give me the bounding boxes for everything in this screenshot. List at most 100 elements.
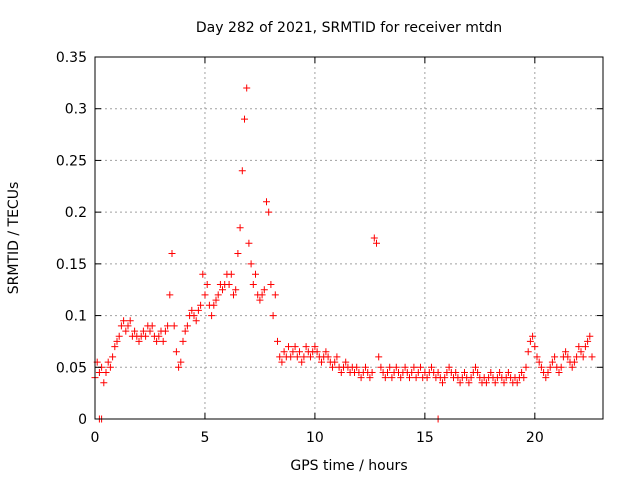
data-point bbox=[500, 379, 508, 387]
data-point bbox=[370, 234, 378, 242]
data-point bbox=[230, 291, 237, 299]
x-tick-label: 15 bbox=[416, 430, 434, 446]
data-point bbox=[175, 363, 183, 371]
data-point bbox=[406, 374, 413, 382]
data-point bbox=[102, 369, 110, 376]
data-point bbox=[588, 353, 596, 361]
data-point bbox=[410, 363, 418, 371]
data-point bbox=[111, 343, 119, 351]
data-point bbox=[139, 327, 147, 335]
data-point bbox=[201, 291, 209, 299]
data-point bbox=[166, 291, 174, 299]
data-point bbox=[247, 260, 255, 268]
data-point bbox=[397, 374, 405, 382]
data-point bbox=[456, 379, 464, 387]
data-point bbox=[581, 343, 589, 351]
data-point bbox=[278, 358, 286, 366]
data-point bbox=[573, 353, 581, 361]
data-point bbox=[236, 224, 244, 232]
x-tick-label: 0 bbox=[91, 430, 100, 446]
data-point bbox=[293, 353, 301, 361]
data-point bbox=[300, 353, 308, 361]
y-tick-label: 0.1 bbox=[65, 309, 87, 325]
data-point bbox=[188, 306, 196, 314]
x-tick-label: 20 bbox=[526, 430, 544, 446]
data-point bbox=[289, 348, 297, 356]
data-point bbox=[190, 312, 198, 320]
data-point bbox=[313, 348, 321, 356]
data-point bbox=[417, 363, 424, 371]
data-point bbox=[342, 358, 350, 366]
data-point bbox=[241, 115, 248, 123]
data-point bbox=[441, 374, 449, 382]
data-point bbox=[584, 337, 592, 345]
data-point bbox=[298, 358, 306, 366]
data-point bbox=[135, 337, 143, 345]
data-point bbox=[238, 167, 246, 175]
data-point bbox=[472, 363, 479, 371]
data-point bbox=[537, 363, 545, 371]
data-point bbox=[212, 296, 220, 304]
data-point bbox=[562, 348, 570, 356]
data-point bbox=[177, 358, 185, 366]
x-tick-label: 5 bbox=[200, 430, 209, 446]
data-point bbox=[386, 363, 394, 371]
data-point bbox=[520, 374, 528, 382]
data-point bbox=[461, 369, 468, 376]
data-point bbox=[155, 332, 163, 340]
data-point bbox=[181, 327, 189, 335]
data-point bbox=[117, 322, 125, 330]
chart-title: Day 282 of 2021, SRMTID for receiver mtd… bbox=[196, 20, 502, 36]
data-point bbox=[329, 363, 336, 371]
data-point bbox=[465, 379, 473, 387]
data-point bbox=[106, 363, 114, 371]
data-point bbox=[245, 239, 253, 247]
data-point bbox=[452, 369, 460, 376]
data-point bbox=[362, 363, 369, 371]
data-point bbox=[203, 281, 211, 288]
data-point bbox=[126, 317, 134, 325]
data-point bbox=[551, 353, 559, 361]
data-point bbox=[487, 369, 495, 376]
data-point bbox=[234, 250, 242, 257]
data-point bbox=[225, 281, 233, 288]
data-point bbox=[375, 353, 383, 361]
data-point bbox=[172, 348, 180, 356]
data-point bbox=[542, 374, 550, 382]
data-point bbox=[122, 327, 130, 335]
data-point bbox=[322, 348, 330, 356]
data-point bbox=[445, 363, 453, 371]
data-point bbox=[491, 379, 499, 387]
data-point bbox=[331, 358, 339, 366]
data-point bbox=[280, 348, 288, 356]
data-point bbox=[401, 363, 409, 371]
data-point bbox=[555, 369, 563, 376]
data-point bbox=[287, 353, 295, 361]
y-tick-label: 0.2 bbox=[65, 205, 87, 221]
data-point bbox=[161, 327, 169, 335]
data-point bbox=[208, 312, 216, 320]
data-point bbox=[357, 374, 365, 382]
data-point bbox=[381, 374, 389, 382]
data-point bbox=[271, 291, 279, 299]
data-point bbox=[183, 322, 191, 330]
data-point bbox=[392, 363, 400, 371]
data-point bbox=[227, 270, 235, 278]
data-point bbox=[159, 337, 167, 345]
data-point bbox=[377, 363, 385, 371]
data-point bbox=[518, 369, 526, 376]
ticks-layer: 0 0.05 0.1 0.15 0.2 0.25 0.3 0.35 0 5 10 15 20 bbox=[56, 50, 603, 446]
data-point bbox=[291, 343, 299, 351]
data-point bbox=[546, 363, 554, 371]
data-point bbox=[526, 337, 534, 345]
data-point bbox=[243, 84, 251, 92]
data-point bbox=[568, 363, 576, 371]
data-point bbox=[496, 369, 504, 376]
data-point bbox=[535, 358, 543, 366]
y-tick-label: 0.3 bbox=[65, 102, 87, 118]
data-point bbox=[423, 374, 431, 382]
y-tick-label: 0.15 bbox=[56, 257, 87, 273]
data-point bbox=[263, 198, 270, 206]
plot-frame bbox=[94, 56, 604, 420]
data-point bbox=[109, 353, 117, 361]
